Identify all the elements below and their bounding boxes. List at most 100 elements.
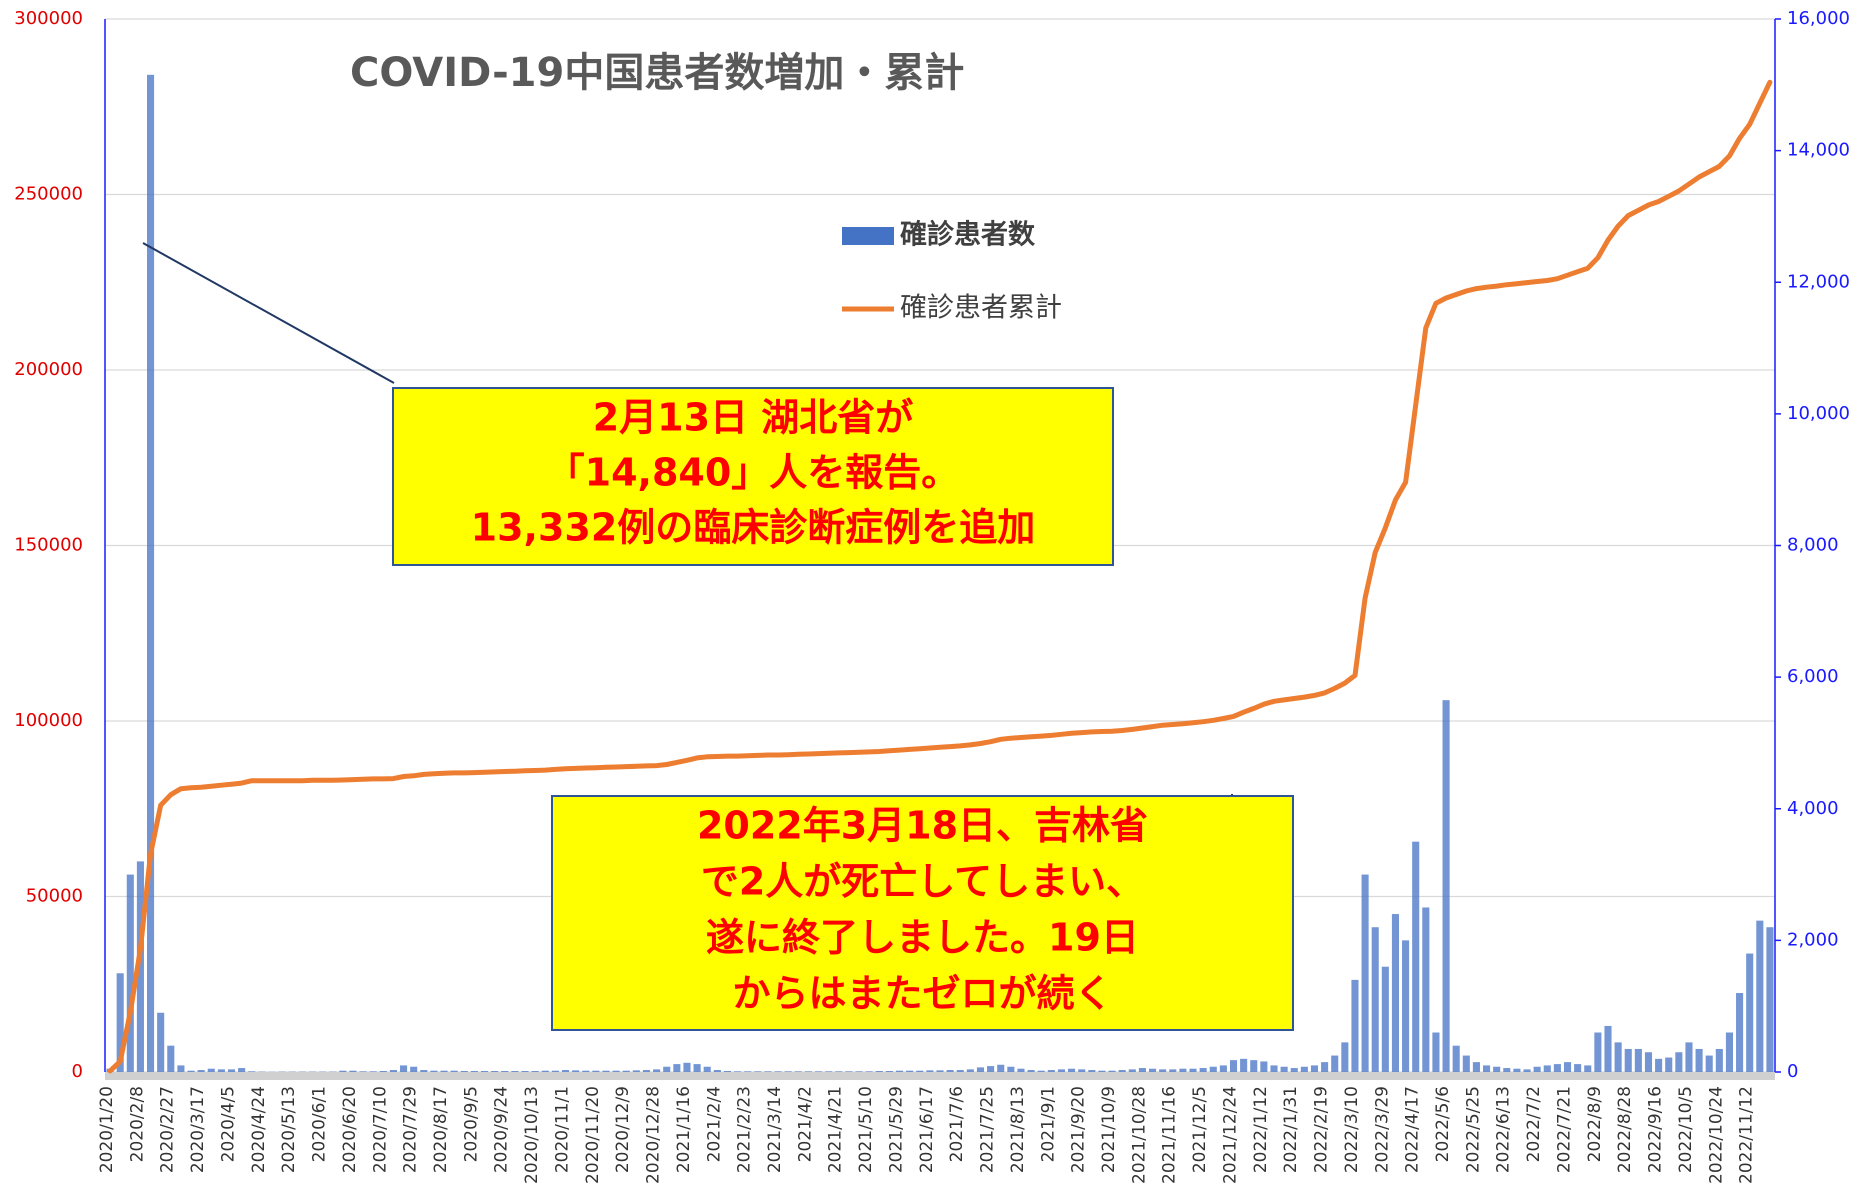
bar	[895, 1070, 904, 1072]
x-tick-label: 2022/2/19	[1312, 1086, 1332, 1173]
x-tick-label: 2020/11/20	[583, 1086, 603, 1184]
bar	[1675, 1052, 1683, 1072]
x-tick-label: 2021/8/13	[1008, 1086, 1028, 1173]
x-tick-label: 2021/2/4	[704, 1086, 724, 1162]
bar	[693, 1064, 701, 1072]
bar	[248, 1071, 256, 1072]
bar	[1624, 1048, 1632, 1072]
x-tick-label: 2021/9/1	[1038, 1086, 1058, 1162]
bar	[1493, 1066, 1501, 1072]
bar	[784, 1071, 792, 1072]
bar	[1179, 1068, 1187, 1072]
bar	[511, 1071, 519, 1072]
bar	[551, 1070, 559, 1072]
y-tick-label: 300000	[14, 8, 83, 29]
x-tick-label: 2022/1/31	[1281, 1086, 1301, 1173]
bar	[703, 1066, 711, 1072]
x-tick-label: 2021/6/17	[917, 1086, 937, 1173]
bar	[521, 1071, 529, 1072]
x-tick-label: 2021/1/16	[674, 1086, 694, 1173]
bar	[400, 1065, 408, 1072]
bar	[835, 1071, 843, 1072]
bar	[561, 1070, 570, 1072]
bar	[1321, 1062, 1329, 1072]
bar	[1705, 1055, 1713, 1072]
bar	[794, 1071, 802, 1072]
bar	[875, 1071, 883, 1072]
bar	[926, 1070, 934, 1072]
bar	[1472, 1062, 1480, 1072]
y2-tick-label: 6,000	[1787, 666, 1839, 687]
annotation-text: 遂に終了しました。19日	[706, 916, 1139, 960]
bar	[177, 1065, 185, 1072]
x-tick-label: 2022/4/17	[1403, 1086, 1423, 1173]
bar	[1351, 979, 1359, 1072]
bar	[906, 1070, 914, 1072]
bar	[1219, 1065, 1227, 1072]
bar	[622, 1070, 630, 1072]
bar	[642, 1070, 651, 1072]
x-tick-label: 2020/9/5	[461, 1086, 481, 1162]
bar	[531, 1071, 539, 1072]
bar	[1442, 700, 1450, 1072]
x-tick-label: 2022/9/16	[1646, 1086, 1666, 1173]
bar	[845, 1071, 853, 1072]
bar	[774, 1071, 782, 1072]
bar	[754, 1071, 762, 1072]
bar	[126, 874, 134, 1072]
x-tick-label: 2021/12/24	[1220, 1086, 1240, 1184]
bar	[1685, 1042, 1693, 1072]
bar	[663, 1066, 671, 1072]
bar	[167, 1045, 175, 1072]
bar	[825, 1071, 833, 1072]
bar	[602, 1070, 610, 1072]
y-tick-label: 250000	[14, 184, 83, 205]
bar	[491, 1071, 499, 1072]
x-tick-label: 2021/10/28	[1129, 1086, 1149, 1184]
bar	[976, 1067, 985, 1072]
bar	[1068, 1068, 1076, 1072]
x-tick-label: 2022/10/24	[1706, 1086, 1726, 1184]
bar	[1371, 927, 1379, 1072]
bar	[1432, 1032, 1440, 1072]
x-tick-label: 2021/5/29	[886, 1086, 906, 1173]
bar	[815, 1071, 823, 1072]
bar	[713, 1070, 721, 1072]
x-tick-label: 2021/12/5	[1190, 1086, 1210, 1173]
x-tick-label: 2021/5/10	[856, 1086, 876, 1173]
bar	[1047, 1070, 1055, 1072]
bar	[1209, 1066, 1217, 1072]
bar	[541, 1070, 549, 1072]
bar	[1199, 1068, 1207, 1072]
y-tick-label: 150000	[14, 535, 83, 556]
x-tick-label: 2020/10/13	[522, 1086, 542, 1184]
bar	[470, 1071, 478, 1072]
bar	[997, 1064, 1005, 1072]
x-tick-label: 2020/6/20	[340, 1086, 360, 1173]
x-tick-label: 2022/1/12	[1251, 1086, 1271, 1173]
x-axis-band	[105, 1072, 1775, 1080]
bar	[1725, 1032, 1733, 1072]
x-tick-label: 2021/11/16	[1160, 1086, 1180, 1184]
x-tick-label: 2022/6/13	[1494, 1086, 1514, 1173]
bar	[379, 1071, 387, 1072]
x-tick-label: 2020/7/29	[401, 1086, 421, 1173]
bar	[612, 1070, 620, 1072]
bar	[764, 1071, 772, 1072]
bar	[1300, 1066, 1308, 1072]
y2-tick-label: 2,000	[1787, 929, 1839, 950]
bar	[227, 1069, 236, 1072]
bar	[1391, 914, 1399, 1072]
y2-tick-label: 14,000	[1787, 140, 1850, 161]
bar	[339, 1070, 347, 1072]
x-tick-label: 2021/7/6	[947, 1086, 967, 1162]
bar	[1584, 1065, 1592, 1072]
x-tick-label: 2021/3/14	[765, 1086, 785, 1173]
bar	[1604, 1025, 1612, 1072]
bar	[1746, 953, 1754, 1072]
bar	[804, 1071, 812, 1072]
bar	[147, 74, 155, 1072]
x-tick-label: 2022/7/2	[1524, 1086, 1544, 1162]
bar	[1240, 1058, 1248, 1072]
